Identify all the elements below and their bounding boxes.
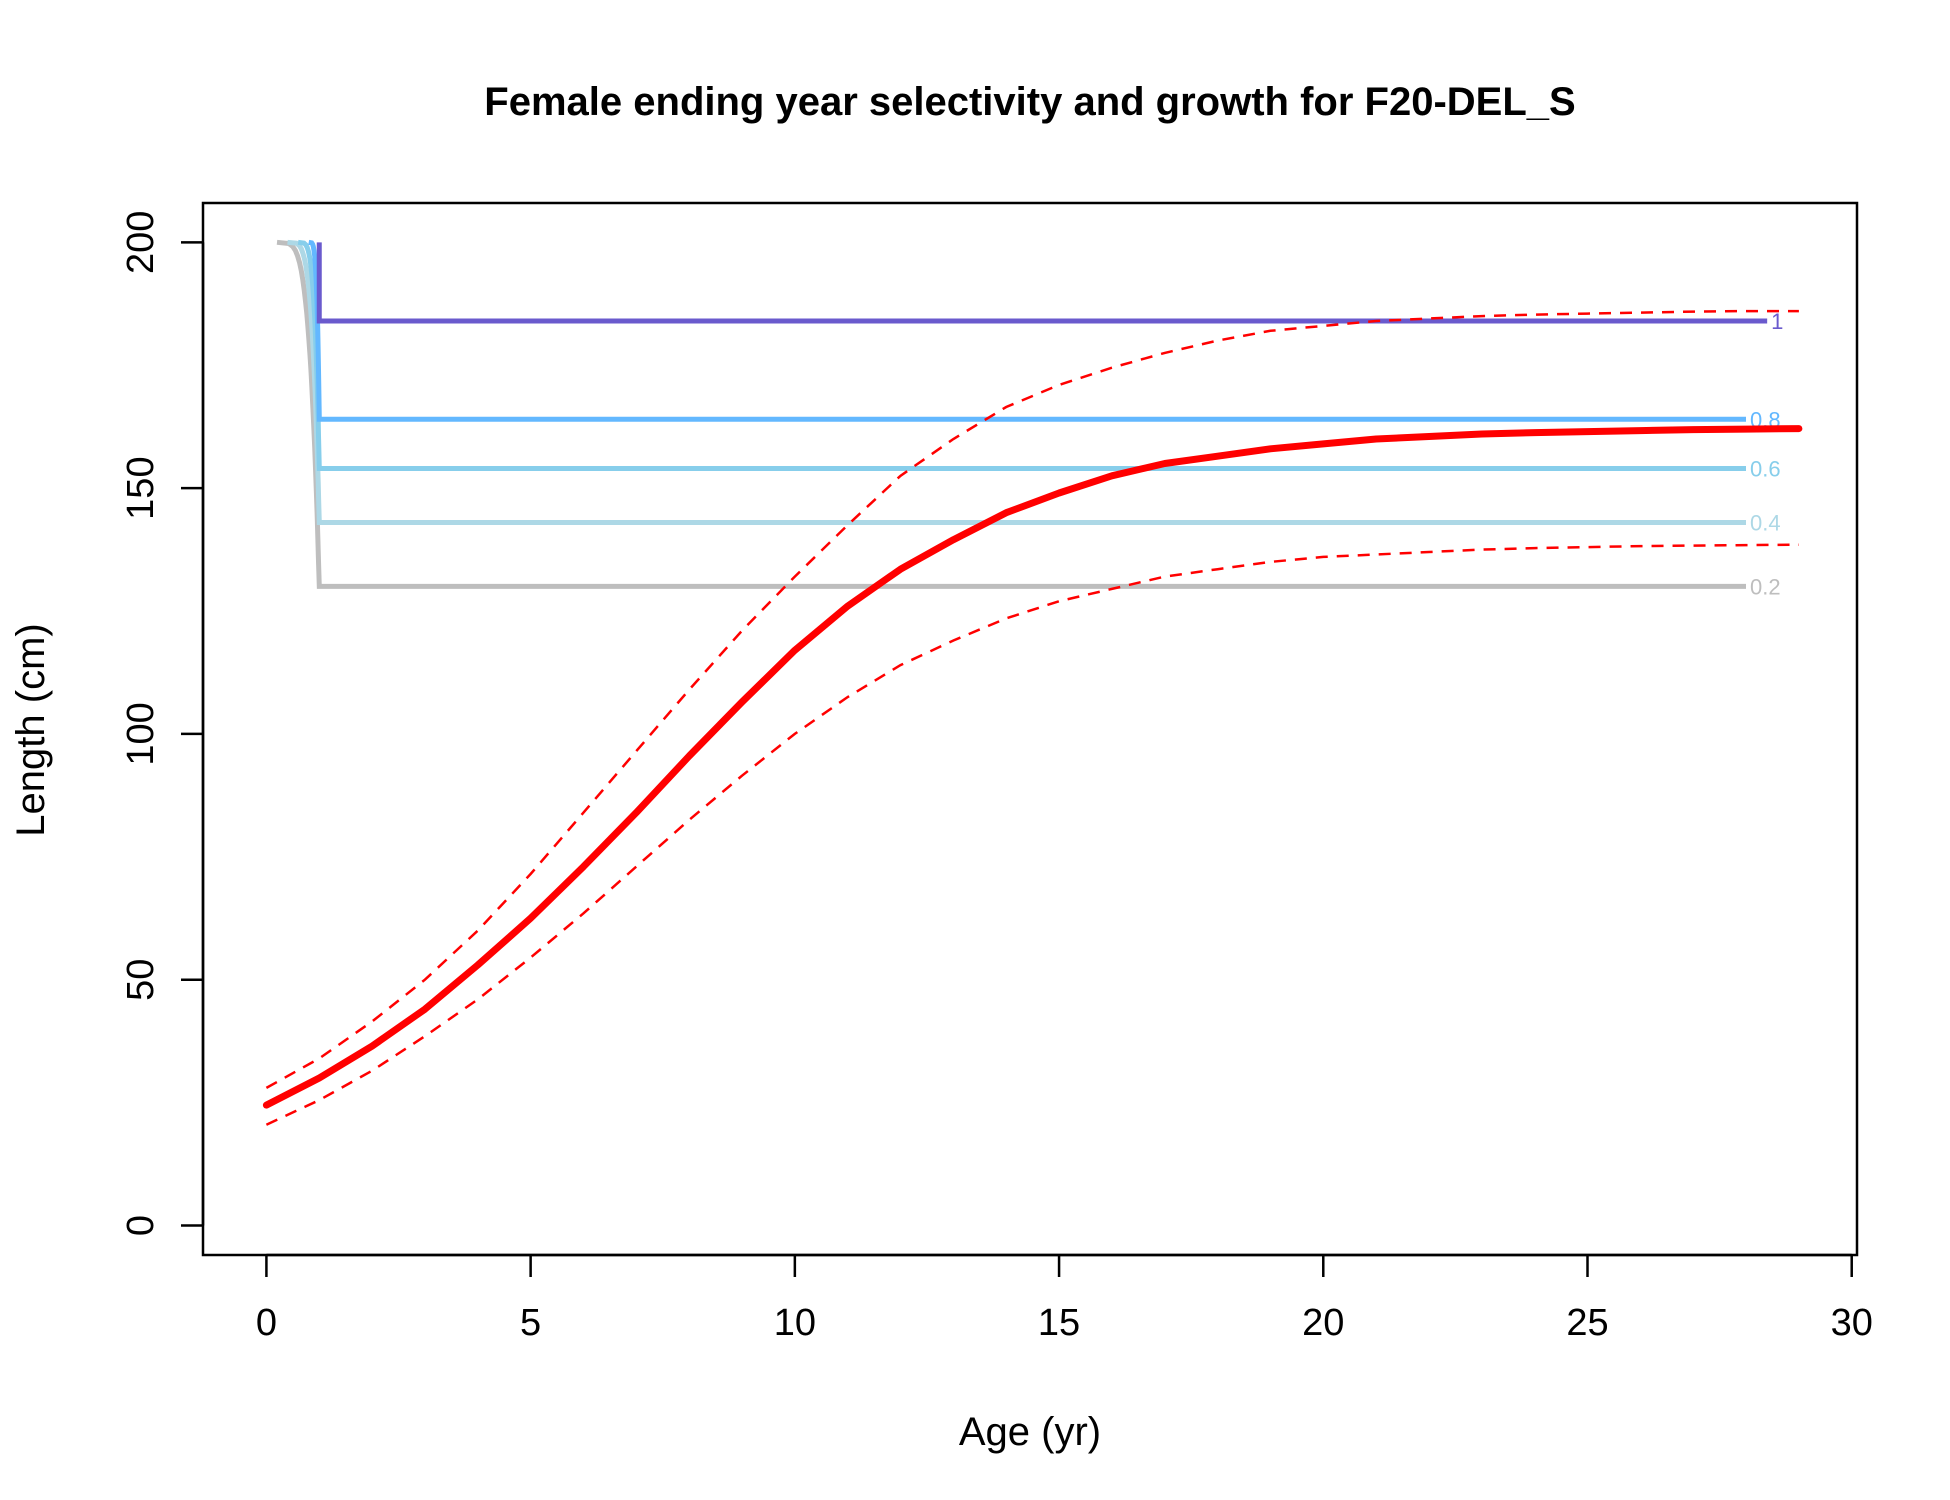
x-axis-label: Age (yr) [959, 1410, 1101, 1454]
x-tick-label: 20 [1302, 1302, 1344, 1344]
contour-line-0.2 [276, 239, 1746, 589]
x-tick-label: 10 [774, 1302, 816, 1344]
growth-lower-bound [265, 543, 1799, 1126]
contour-line-0.4 [287, 239, 1746, 525]
y-tick-label: 100 [120, 702, 162, 765]
contour-label-0.4: 0.4 [1750, 511, 1781, 536]
contour-label-1: 1 [1771, 309, 1783, 334]
growth-curves [262, 309, 1803, 1126]
y-tick-label: 150 [120, 456, 162, 519]
x-tick-label: 15 [1038, 1302, 1080, 1344]
contour-label-0.6: 0.6 [1750, 456, 1781, 481]
y-axis: 0 50 100 150 200 [120, 211, 205, 1236]
x-axis: 0 5 10 15 20 25 30 [256, 1253, 1873, 1344]
plot-frame [201, 201, 1859, 1257]
contour-line-1 [316, 242, 1768, 324]
growth-upper-bound [265, 309, 1799, 1089]
x-tick-label: 0 [256, 1302, 277, 1344]
y-tick-label: 50 [120, 959, 162, 1001]
y-tick-label: 200 [120, 211, 162, 274]
y-axis-label: Length (cm) [9, 623, 53, 836]
x-tick-label: 30 [1831, 1302, 1873, 1344]
y-tick-label: 0 [120, 1215, 162, 1236]
growth-mean-line [262, 425, 1803, 1109]
selectivity-contours: 0.20.40.60.81 [276, 239, 1783, 599]
x-tick-label: 5 [520, 1302, 541, 1344]
contour-label-0.2: 0.2 [1750, 574, 1781, 599]
contour-line-0.8 [308, 239, 1746, 422]
chart-title: Female ending year selectivity and growt… [484, 80, 1575, 124]
x-tick-label: 25 [1566, 1302, 1608, 1344]
